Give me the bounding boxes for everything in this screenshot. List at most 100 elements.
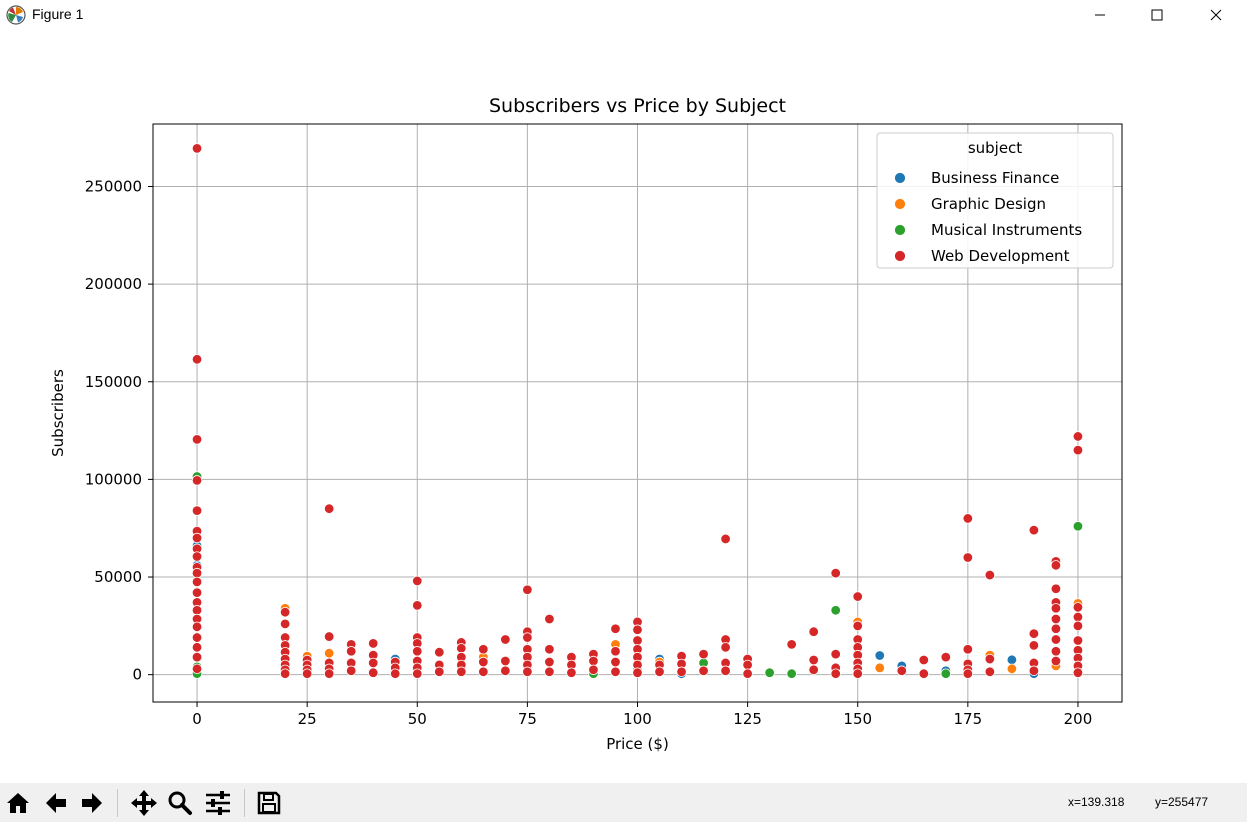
point-web-development (940, 651, 952, 663)
y-tick-label: 0 (132, 666, 142, 684)
window-titlebar: Figure 1 (0, 0, 1247, 30)
legend: subject Business Finance Graphic Design Mus… (876, 132, 1114, 269)
point-web-development (786, 639, 797, 650)
point-web-development (544, 666, 555, 677)
point-web-development (1050, 655, 1062, 667)
x-tick-label: 200 (1064, 710, 1093, 728)
point-web-development (412, 646, 423, 657)
point-web-development (500, 634, 511, 645)
point-web-development (852, 591, 863, 602)
point-web-development (412, 575, 423, 587)
point-web-development (962, 513, 974, 524)
minimize-button[interactable] (1077, 0, 1123, 30)
point-web-development (323, 631, 335, 642)
point-web-development (808, 664, 819, 675)
close-button[interactable] (1193, 0, 1239, 30)
legend-label: Business Finance (931, 169, 1059, 187)
home-button[interactable] (2, 788, 34, 818)
point-web-development (544, 644, 555, 655)
toolbar-separator (117, 789, 118, 817)
x-tick-label: 50 (408, 710, 427, 728)
point-web-development (412, 668, 423, 679)
point-web-development (478, 666, 489, 677)
point-web-development (566, 667, 577, 678)
close-icon (1210, 9, 1222, 21)
point-web-development (830, 668, 841, 679)
point-web-development (1072, 620, 1084, 632)
point-web-development (1050, 634, 1062, 645)
figure-canvas[interactable]: 0 25 50 75 100 125 150 175 200 0 50000 100000 150000… (0, 30, 1247, 783)
cursor-x-readout: x=139.318 (1068, 795, 1125, 809)
point-web-development (1028, 665, 1040, 676)
point-web-development (434, 647, 445, 658)
point-web-development (808, 654, 819, 666)
x-tick-label: 25 (298, 710, 317, 728)
point-web-development (544, 613, 555, 625)
point-web-development (191, 551, 203, 562)
legend-marker (894, 224, 906, 236)
point-web-development (500, 665, 511, 676)
point-web-development (1072, 611, 1084, 623)
point-business-finance (1006, 654, 1018, 666)
point-web-development (191, 434, 203, 445)
legend-label: Web Development (931, 247, 1070, 265)
point-web-development (191, 621, 203, 633)
point-web-development (478, 656, 489, 668)
forward-button[interactable] (76, 788, 108, 818)
pan-button[interactable] (128, 788, 160, 818)
point-web-development (896, 665, 907, 676)
point-web-development (830, 648, 841, 660)
maximize-icon (1151, 9, 1163, 21)
point-web-development (191, 663, 203, 675)
point-web-development (191, 354, 203, 365)
point-web-development (191, 587, 203, 598)
x-tick-label: 0 (192, 710, 202, 728)
point-web-development (191, 632, 203, 643)
point-web-development (742, 659, 753, 671)
save-button[interactable] (253, 788, 285, 818)
legend-label: Musical Instruments (931, 221, 1082, 239)
point-web-development (588, 664, 599, 675)
back-button[interactable] (40, 788, 72, 818)
y-tick-label: 100000 (85, 470, 142, 488)
point-web-development (279, 668, 291, 679)
toolbar-separator (244, 789, 245, 817)
legend-box (876, 132, 1114, 269)
configure-subplots-button[interactable] (202, 788, 234, 818)
configure-subplots-icon (206, 791, 230, 815)
point-web-development (191, 532, 203, 544)
pan-icon (131, 790, 157, 816)
point-web-development (1028, 524, 1040, 536)
point-web-development (654, 666, 665, 677)
point-business-finance (874, 650, 885, 661)
point-musical-instruments (764, 667, 775, 678)
point-web-development (1050, 603, 1062, 614)
point-web-development (456, 666, 467, 677)
matplotlib-icon (6, 5, 26, 25)
point-web-development (301, 668, 313, 679)
legend-marker (894, 198, 906, 210)
point-web-development (632, 624, 643, 635)
point-web-development (698, 648, 709, 660)
point-web-development (676, 666, 687, 677)
point-web-development (1028, 628, 1040, 639)
point-web-development (962, 644, 974, 655)
x-axis-label: Price ($) (606, 735, 669, 753)
point-graphic-design (874, 662, 885, 674)
point-web-development (191, 505, 203, 516)
point-web-development (346, 665, 357, 676)
axis-ticks: 0 25 50 75 100 125 150 175 200 0 50000 100000 150000… (85, 177, 1093, 728)
point-web-development (1072, 635, 1084, 646)
point-web-development (720, 642, 731, 653)
y-axis-label: Subscribers (49, 369, 67, 457)
point-web-development (610, 646, 621, 657)
point-web-development (191, 567, 203, 579)
point-web-development (346, 646, 357, 657)
chart-title: Subscribers vs Price by Subject (489, 95, 786, 117)
maximize-button[interactable] (1134, 0, 1180, 30)
point-web-development (830, 567, 841, 579)
point-web-development (632, 635, 643, 646)
point-musical-instruments (940, 668, 952, 679)
point-web-development (368, 667, 379, 678)
zoom-button[interactable] (164, 788, 196, 818)
